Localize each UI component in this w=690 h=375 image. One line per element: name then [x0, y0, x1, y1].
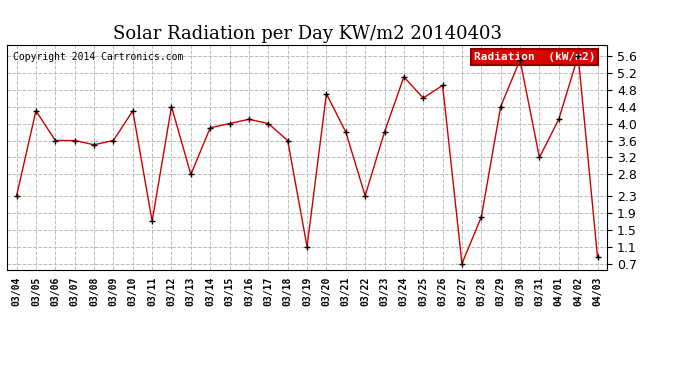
Title: Solar Radiation per Day KW/m2 20140403: Solar Radiation per Day KW/m2 20140403 [112, 26, 502, 44]
Text: Copyright 2014 Cartronics.com: Copyright 2014 Cartronics.com [13, 52, 184, 62]
Text: Radiation  (kW/m2): Radiation (kW/m2) [474, 52, 595, 62]
